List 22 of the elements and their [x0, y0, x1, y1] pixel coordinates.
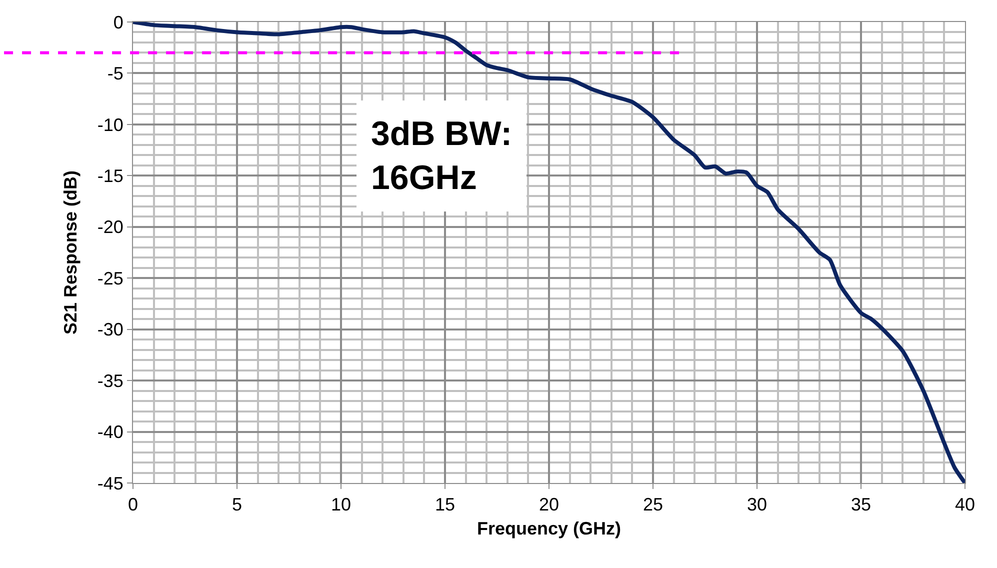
y-tick-label: 0 — [113, 12, 124, 32]
x-tick-label: 25 — [642, 494, 664, 515]
y-tick-label: -10 — [97, 114, 124, 135]
y-tick-label: -45 — [97, 473, 124, 494]
x-tick-label: 30 — [746, 494, 768, 515]
x-tick-label: 15 — [434, 494, 456, 515]
y-tick-label: -30 — [97, 320, 124, 340]
x-tick-label: 35 — [850, 494, 872, 515]
x-tick-label: 0 — [128, 494, 138, 515]
x-tick-label: 10 — [330, 494, 352, 515]
y-tick-label: -20 — [97, 217, 124, 238]
x-tick-label: 40 — [954, 494, 976, 515]
y-tick-label: -40 — [97, 422, 124, 442]
y-tick-label: -15 — [97, 166, 124, 186]
annotation: 3dB BW: 16GHz — [371, 115, 512, 198]
y-tick-label: -25 — [97, 268, 124, 288]
y-tick-label: -35 — [97, 370, 124, 391]
x-tick-label: 5 — [232, 494, 242, 515]
y-axis-title: S21 Response (dB) — [60, 170, 81, 335]
x-tick-label: 20 — [538, 494, 560, 515]
y-tick-label: -5 — [107, 64, 124, 84]
x-axis-title: Frequency (GHz) — [476, 518, 622, 539]
